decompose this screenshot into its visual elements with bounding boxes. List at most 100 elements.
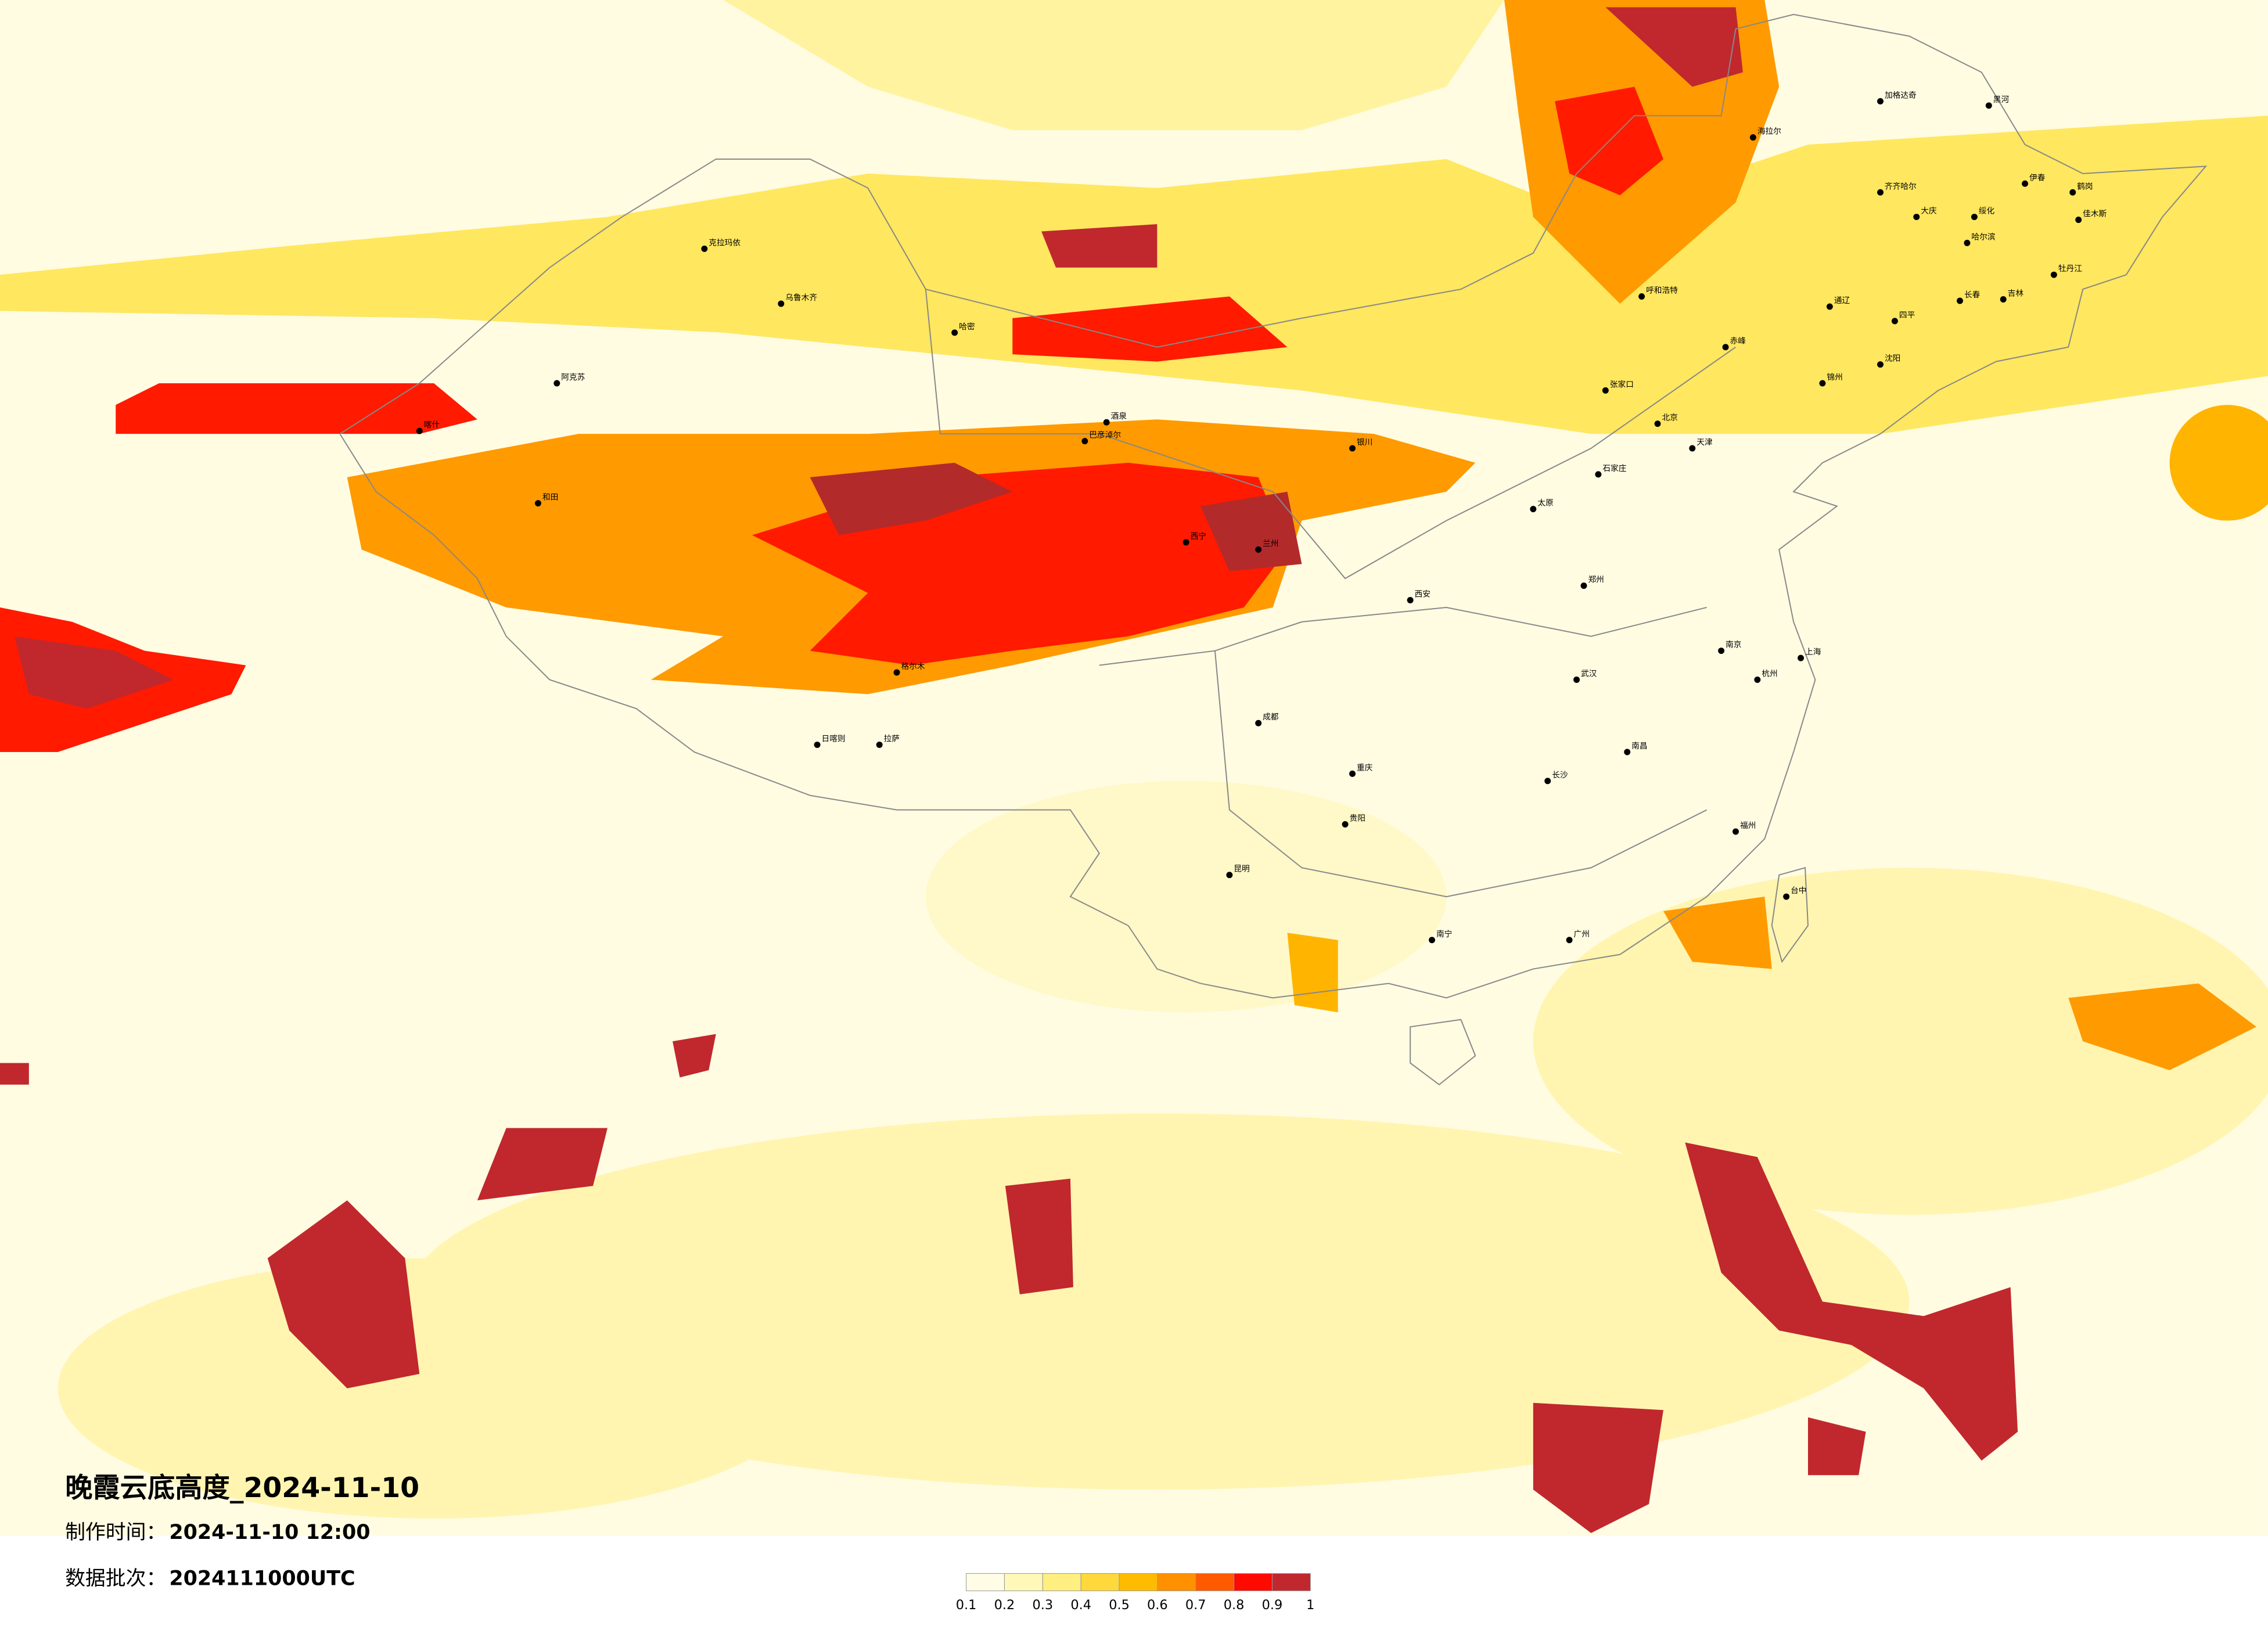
- city-label: 西安: [1415, 590, 1430, 599]
- city-label: 克拉玛依: [709, 238, 741, 247]
- city-dot: [1342, 821, 1349, 828]
- city-dot: [1624, 749, 1631, 756]
- city-label: 贵阳: [1350, 814, 1365, 823]
- cloud-patch: [925, 780, 1447, 1013]
- city-dot: [1798, 654, 1805, 661]
- city-label: 酒泉: [1111, 411, 1127, 421]
- city-dot: [1349, 445, 1356, 452]
- city-dot: [1689, 445, 1696, 452]
- city-label: 成都: [1263, 713, 1279, 722]
- cloud-patch: [810, 462, 1013, 535]
- colorbar-segment: [966, 1573, 1005, 1591]
- cloud-patch: [1533, 1402, 1663, 1533]
- cloud-patch: [1663, 897, 1772, 969]
- cloud-patch: [14, 636, 174, 709]
- info-value: 2024111000UTC: [169, 1567, 355, 1591]
- city-dot: [1877, 189, 1884, 196]
- map-title: 晚霞云底高度_2024-11-10: [65, 1472, 419, 1504]
- city-dot: [778, 300, 785, 307]
- colorbar-tick-label: 0.1: [956, 1598, 977, 1613]
- city-dot: [1530, 506, 1537, 513]
- city-label: 郑州: [1588, 575, 1604, 585]
- city-label: 长春: [1964, 290, 1981, 300]
- city-dot: [1580, 582, 1587, 589]
- city-label: 呼和浩特: [1646, 286, 1678, 296]
- colorbar-tick-label: 1: [1306, 1598, 1314, 1613]
- city-label: 喀什: [424, 420, 440, 430]
- city-label: 杭州: [1762, 670, 1777, 679]
- cloud-patch: [57, 1258, 810, 1519]
- city-dot: [1081, 438, 1088, 445]
- city-dot: [1913, 214, 1920, 221]
- cloud-patch: [477, 1128, 608, 1201]
- cloud-patch: [1201, 491, 1302, 571]
- colorbar: 0.1 0.2 0.3 0.4 0.5 0.6 0.7 0.8 0.9 1: [956, 1573, 1314, 1613]
- cloud-patch: [1012, 296, 1288, 362]
- city-dot: [1819, 380, 1826, 387]
- cloud-patch: [723, 0, 1505, 131]
- city-label: 齐齐哈尔: [1885, 182, 1917, 191]
- cloud-patch: [267, 1200, 420, 1388]
- colorbar-tick-label: 0.3: [1032, 1598, 1053, 1613]
- city-dot: [701, 245, 708, 252]
- city-dot: [1602, 387, 1609, 394]
- city-label: 加格达奇: [1885, 90, 1917, 100]
- city-dot: [2069, 189, 2076, 196]
- colorbar-tick-label: 0.6: [1147, 1598, 1168, 1613]
- city-label: 海拉尔: [1757, 127, 1781, 136]
- city-label: 南京: [1726, 641, 1741, 650]
- city-dot: [1733, 828, 1739, 835]
- colorbar-tick-label: 0.7: [1185, 1598, 1206, 1613]
- colorbar-segment: [1042, 1573, 1081, 1591]
- colorbar-segment: [1157, 1573, 1196, 1591]
- cloud-patch: [1808, 1417, 1866, 1476]
- colorbar-tick-label: 0.8: [1224, 1598, 1245, 1613]
- colorbar-segment: [1080, 1573, 1120, 1591]
- city-dot: [1891, 318, 1898, 325]
- city-label: 哈尔滨: [1971, 232, 1995, 242]
- city-label: 武汉: [1581, 670, 1597, 679]
- cloud-patch: [1005, 1178, 1073, 1294]
- city-dot: [1573, 677, 1580, 683]
- city-dot: [1566, 937, 1573, 944]
- city-label: 福州: [1740, 821, 1756, 830]
- colorbar-tick-label: 0.5: [1109, 1598, 1130, 1613]
- city-label: 鹤岗: [2077, 182, 2093, 191]
- cloud-field: [0, 0, 2268, 1533]
- city-dot: [416, 427, 423, 434]
- city-dot: [1429, 937, 1435, 944]
- colorbar-tick-label: 0.2: [994, 1598, 1015, 1613]
- colorbar-segment: [1004, 1573, 1043, 1591]
- info-value: 2024-11-10 12:00: [169, 1521, 370, 1544]
- city-label: 大庆: [1921, 207, 1937, 216]
- city-dot: [1103, 419, 1110, 426]
- city-label: 佳木斯: [2083, 210, 2107, 219]
- city-label: 太原: [1537, 499, 1553, 508]
- city-dot: [1226, 872, 1233, 879]
- city-dot: [1638, 293, 1645, 300]
- cloud-patch: [1287, 933, 1338, 1013]
- city-label: 四平: [1899, 311, 1915, 320]
- city-label: 格尔木: [901, 662, 925, 671]
- city-dot: [951, 329, 958, 336]
- city-label: 广州: [1574, 930, 1590, 939]
- cloud-patch: [2068, 983, 2257, 1070]
- city-label: 重庆: [1357, 763, 1373, 772]
- city-dot: [1783, 893, 1790, 900]
- city-label: 兰州: [1263, 539, 1278, 548]
- city-dot: [893, 669, 900, 676]
- city-dot: [2075, 217, 2082, 224]
- city-dot: [876, 742, 883, 749]
- country-border: [339, 13, 2208, 999]
- city-label: 牡丹江: [2058, 264, 2082, 274]
- city-label: 黑河: [1993, 95, 2010, 105]
- info-label: 制作时间：: [65, 1521, 166, 1544]
- city-dot: [534, 500, 541, 507]
- city-dot: [553, 380, 560, 387]
- city-label: 阿克苏: [561, 373, 585, 382]
- city-dot: [1826, 303, 1833, 310]
- city-dot: [1595, 471, 1602, 478]
